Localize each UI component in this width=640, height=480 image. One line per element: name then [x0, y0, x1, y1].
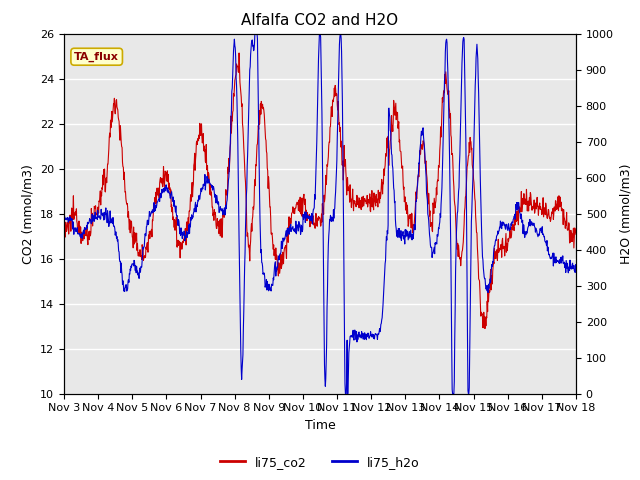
li75_co2	[330, 96, 337, 102]
li75_co2	[60, 233, 68, 239]
li75_h2o	[283, 228, 291, 234]
Title: Alfalfa CO2 and H2O: Alfalfa CO2 and H2O	[241, 13, 399, 28]
li75_co2	[128, 228, 136, 234]
X-axis label: Time: Time	[305, 419, 335, 432]
li75_co2	[233, 61, 241, 67]
li75_co2	[236, 50, 243, 56]
li75_h2o	[147, 214, 154, 219]
Line: li75_co2: li75_co2	[64, 53, 576, 328]
li75_h2o	[342, 391, 349, 396]
Legend: li75_co2, li75_h2o: li75_co2, li75_h2o	[215, 451, 425, 474]
li75_h2o	[251, 31, 259, 36]
li75_co2	[340, 143, 348, 148]
Y-axis label: CO2 (mmol/m3): CO2 (mmol/m3)	[22, 164, 35, 264]
li75_h2o	[572, 266, 580, 272]
li75_co2	[147, 228, 154, 234]
Text: TA_flux: TA_flux	[74, 51, 119, 62]
li75_h2o	[233, 82, 241, 88]
li75_h2o	[128, 261, 136, 267]
li75_co2	[572, 231, 580, 237]
li75_co2	[481, 325, 489, 331]
li75_co2	[283, 255, 291, 261]
li75_h2o	[340, 292, 348, 298]
li75_h2o	[60, 214, 68, 219]
Y-axis label: H2O (mmol/m3): H2O (mmol/m3)	[620, 163, 632, 264]
li75_h2o	[330, 207, 337, 213]
Line: li75_h2o: li75_h2o	[64, 34, 576, 394]
